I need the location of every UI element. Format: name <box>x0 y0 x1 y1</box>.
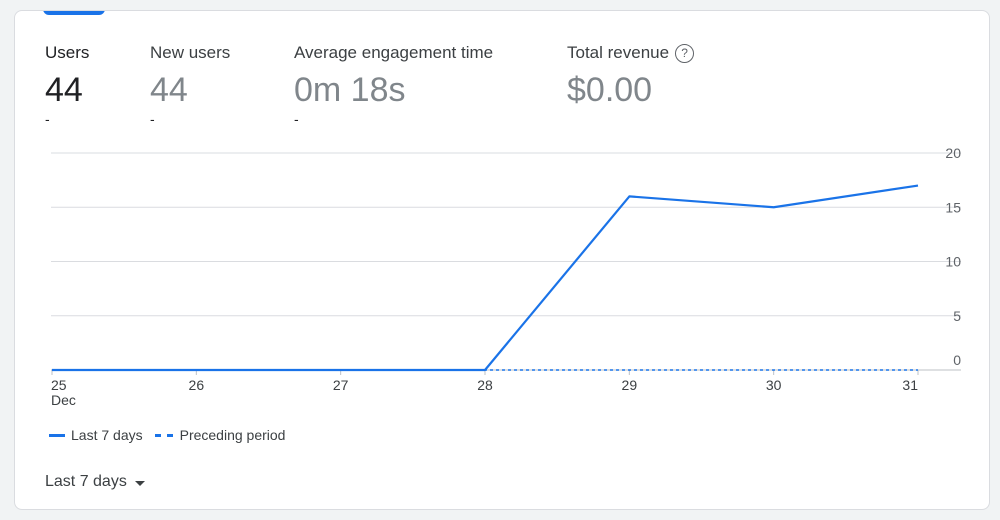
caret-down-icon <box>134 480 145 486</box>
y-tick-label: 0 <box>953 352 961 368</box>
x-tick-label: 28 <box>477 377 493 393</box>
metric-value: 0m 18s <box>294 71 406 109</box>
x-tick-label: 27 <box>333 377 349 393</box>
metric-value: 44 <box>150 71 188 109</box>
y-tick-label: 10 <box>945 254 961 270</box>
metric-users[interactable]: Users 44 - <box>45 43 89 126</box>
metric-total-revenue[interactable]: Total revenue? $0.00 <box>567 43 695 110</box>
y-tick-label: 20 <box>945 145 961 161</box>
metric-label-row: Total revenue? <box>567 43 695 63</box>
metric-label: Average engagement time <box>294 43 494 62</box>
metric-delta: - <box>150 111 155 127</box>
date-range-dropdown[interactable]: Last 7 days <box>45 473 145 491</box>
metric-new-users[interactable]: New users 44 - <box>150 43 230 126</box>
x-tick-label: 30 <box>766 377 782 393</box>
x-tick-label: 26 <box>189 377 205 393</box>
chart-legend: Last 7 days Preceding period <box>49 427 285 443</box>
metric-delta: - <box>294 111 299 127</box>
metric-label: New users <box>150 43 231 62</box>
legend-label-previous: Preceding period <box>179 427 286 443</box>
y-tick-label: 15 <box>945 199 961 215</box>
metric-label: Users <box>45 43 90 62</box>
y-tick-label: 5 <box>953 308 961 324</box>
x-tick-label: 31 <box>902 377 918 393</box>
metric-engagement-time[interactable]: Average engagement time 0m 18s - <box>294 43 493 126</box>
series-line-last-7-days <box>52 184 919 372</box>
metric-label: Total revenue <box>567 43 670 62</box>
metric-value: 44 <box>45 71 83 109</box>
legend-swatch-previous <box>154 433 173 437</box>
metric-value: $0.00 <box>567 71 653 109</box>
users-line-chart: 0 5 10 15 20 25 26 27 28 29 30 31 Dec <box>51 145 961 408</box>
help-circle-icon[interactable]: ? <box>675 44 695 63</box>
legend-label-current: Last 7 days <box>71 427 143 443</box>
x-tick-sublabel: Dec <box>51 392 76 408</box>
x-tick-label: 25 <box>51 377 67 393</box>
date-range-label: Last 7 days <box>45 473 127 490</box>
metric-delta: - <box>45 111 50 127</box>
users-overview-card: Users 44 - New users 44 - Average engage… <box>14 10 990 510</box>
active-tab-indicator <box>43 11 105 15</box>
x-tick-label: 29 <box>622 377 638 393</box>
legend-swatch-current <box>49 433 65 437</box>
